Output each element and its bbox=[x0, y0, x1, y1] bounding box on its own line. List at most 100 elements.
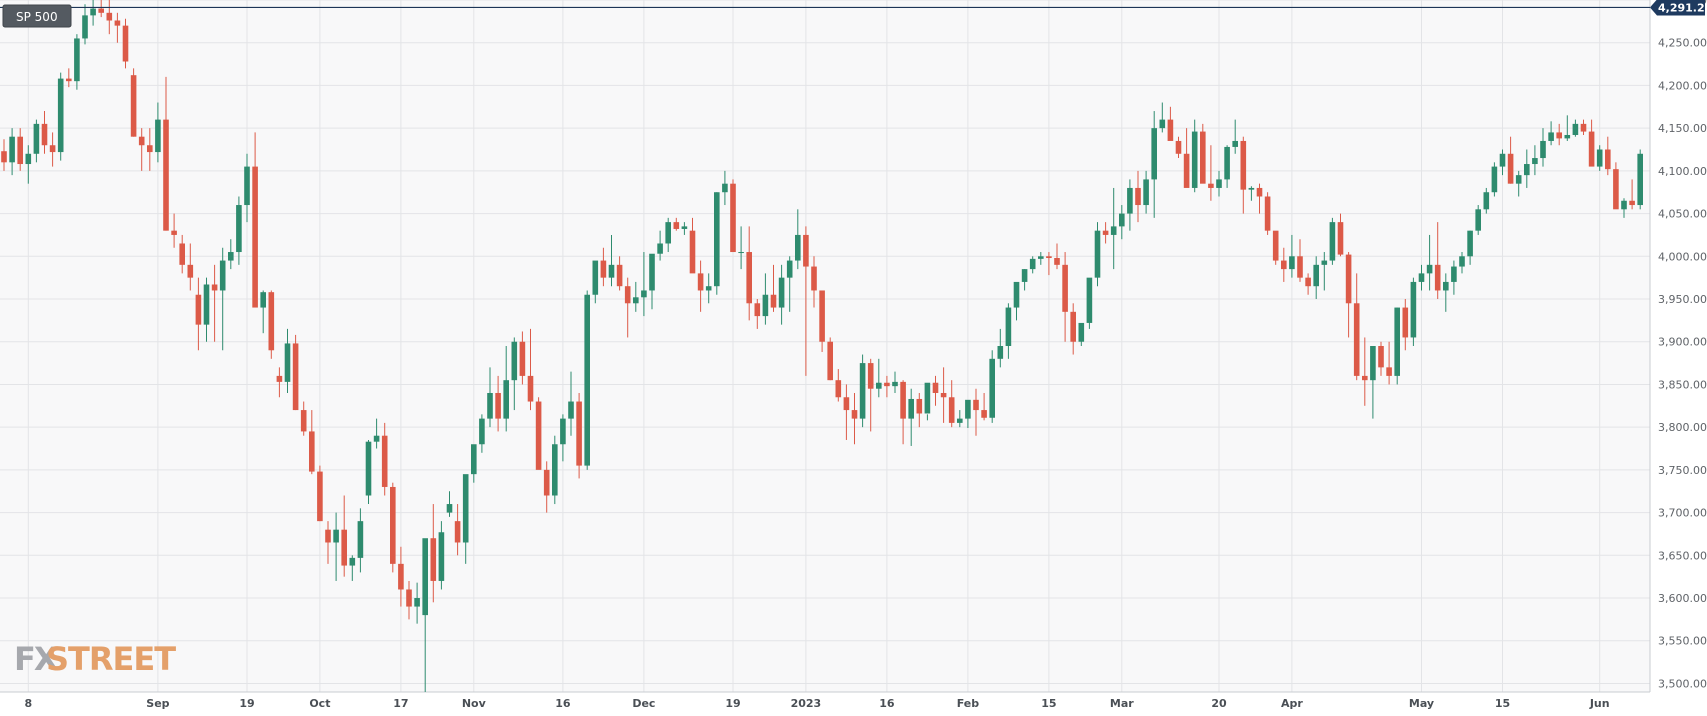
y-tick-label: 3,500.00 bbox=[1658, 677, 1707, 690]
candle-body bbox=[981, 410, 987, 418]
candle-body bbox=[527, 375, 534, 402]
candle-body bbox=[130, 75, 137, 137]
candle-up bbox=[1370, 346, 1376, 419]
candle-body bbox=[1621, 200, 1627, 210]
candle-up bbox=[1329, 217, 1336, 265]
candle-up bbox=[236, 196, 242, 265]
candle-down bbox=[300, 401, 307, 436]
candle-up bbox=[1515, 170, 1522, 197]
x-tick-label: 19 bbox=[239, 697, 254, 710]
candle-up bbox=[1224, 145, 1230, 188]
candle-down bbox=[973, 388, 979, 436]
candle-body bbox=[997, 346, 1004, 359]
candle-body bbox=[689, 230, 696, 274]
candle-up bbox=[1467, 230, 1473, 265]
candle-down bbox=[398, 546, 404, 607]
candle-body bbox=[284, 343, 291, 382]
x-tick-label: Feb bbox=[957, 697, 980, 710]
candle-body bbox=[1078, 322, 1085, 342]
candle-body bbox=[835, 380, 842, 398]
candle-body bbox=[1062, 264, 1068, 312]
candle-body bbox=[624, 286, 631, 304]
candle-up bbox=[471, 444, 477, 483]
candle-body bbox=[66, 78, 72, 82]
x-tick-label: 16 bbox=[555, 697, 571, 710]
candle-body bbox=[730, 183, 736, 253]
candle-up bbox=[1499, 149, 1506, 176]
candle-down bbox=[1337, 213, 1344, 257]
candle-body bbox=[438, 532, 445, 581]
candle-body bbox=[560, 418, 566, 445]
candle-body bbox=[357, 521, 364, 558]
candle-body bbox=[1386, 367, 1392, 376]
candle-down bbox=[730, 179, 736, 253]
candle-body bbox=[219, 260, 226, 291]
candle-up bbox=[1191, 119, 1198, 193]
candle-body bbox=[203, 284, 210, 325]
y-tick-label: 3,600.00 bbox=[1658, 592, 1707, 605]
candle-body bbox=[138, 136, 145, 146]
candle-down bbox=[211, 264, 218, 342]
candle-up bbox=[738, 226, 744, 270]
candle-up bbox=[511, 337, 518, 411]
candle-body bbox=[365, 441, 372, 496]
candle-up bbox=[1621, 198, 1627, 218]
x-tick-label: 2023 bbox=[791, 697, 822, 710]
candle-up bbox=[1159, 102, 1166, 133]
x-tick-label: 19 bbox=[725, 697, 740, 710]
candle-body bbox=[786, 260, 793, 278]
candle-down bbox=[1345, 252, 1352, 338]
candle-body bbox=[811, 266, 817, 291]
candle-body bbox=[819, 290, 825, 342]
candle-down bbox=[1629, 179, 1635, 210]
candle-body bbox=[746, 252, 752, 304]
candle-down bbox=[430, 504, 437, 603]
x-tick-label: Dec bbox=[632, 697, 655, 710]
candle-down bbox=[900, 380, 906, 445]
candle-body bbox=[244, 166, 250, 206]
candle-up bbox=[762, 273, 769, 325]
candle-body bbox=[1499, 153, 1506, 167]
candle-body bbox=[576, 401, 582, 466]
candle-up bbox=[1321, 252, 1328, 291]
candle-up bbox=[260, 290, 266, 334]
candle-body bbox=[276, 375, 283, 382]
candle-up bbox=[1540, 128, 1546, 167]
candle-up bbox=[1313, 256, 1319, 300]
candle-down bbox=[292, 334, 299, 411]
candle-body bbox=[657, 243, 663, 254]
candle-up bbox=[608, 234, 615, 287]
candle-body bbox=[519, 341, 526, 376]
y-tick-label: 4,000.00 bbox=[1658, 250, 1707, 263]
candle-up bbox=[1232, 119, 1238, 154]
candle-body bbox=[211, 284, 218, 291]
candle-up bbox=[1410, 277, 1417, 346]
x-tick-label: 20 bbox=[1211, 697, 1227, 710]
candle-down bbox=[624, 277, 631, 338]
candle-body bbox=[584, 294, 590, 466]
symbol-badge[interactable]: SP 500 bbox=[2, 4, 72, 28]
candle-down bbox=[803, 226, 809, 376]
candle-up bbox=[560, 414, 566, 462]
candle-down bbox=[49, 132, 56, 167]
candle-body bbox=[1459, 256, 1465, 267]
candle-body bbox=[1216, 179, 1222, 188]
candle-down bbox=[381, 422, 388, 496]
candle-body bbox=[673, 222, 680, 229]
candle-body bbox=[892, 381, 898, 387]
candle-body bbox=[1313, 264, 1319, 287]
candle-down bbox=[1264, 192, 1271, 235]
candle-up bbox=[1524, 149, 1530, 188]
candle-body bbox=[884, 382, 890, 387]
candle-body bbox=[722, 183, 728, 193]
y-tick-label: 4,150.00 bbox=[1658, 122, 1707, 135]
candle-body bbox=[1183, 153, 1190, 188]
candle-down bbox=[1070, 303, 1076, 355]
candle-body bbox=[1434, 264, 1441, 291]
candle-up bbox=[479, 414, 485, 453]
candle-body bbox=[1110, 226, 1117, 235]
candle-body bbox=[1167, 119, 1174, 141]
candle-body bbox=[430, 538, 437, 581]
candle-body bbox=[82, 15, 88, 39]
candle-body bbox=[1232, 140, 1238, 147]
